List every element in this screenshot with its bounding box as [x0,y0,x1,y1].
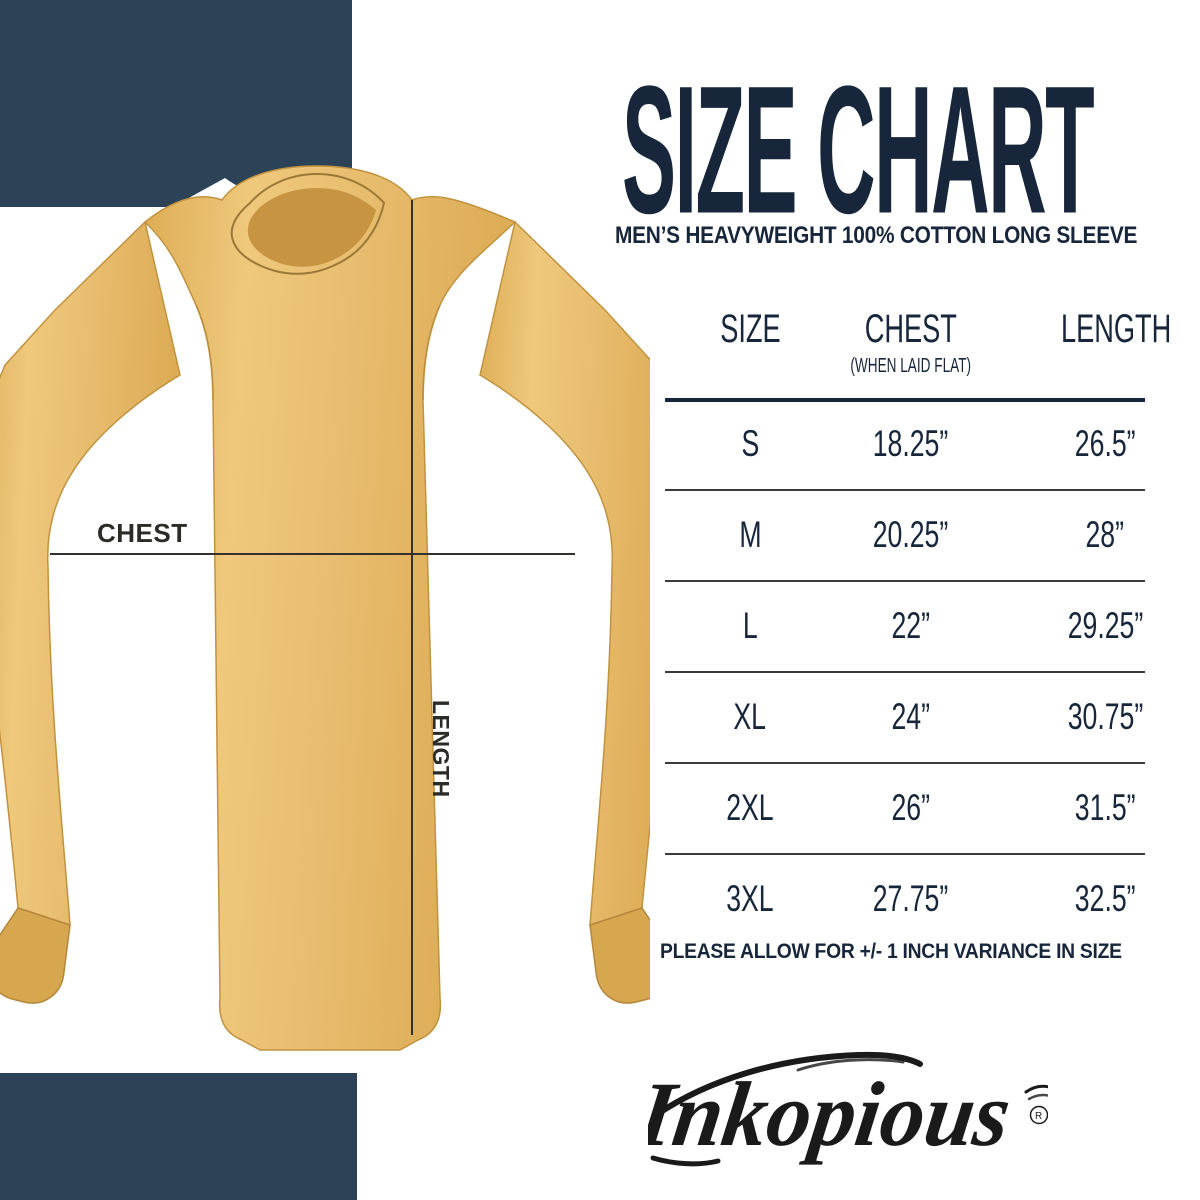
svg-text:Inkopious: Inkopious [648,1063,1017,1165]
svg-text:CHEST: CHEST [97,518,188,548]
svg-text:LENGTH: LENGTH [428,700,454,798]
svg-text:R: R [1035,1111,1042,1122]
